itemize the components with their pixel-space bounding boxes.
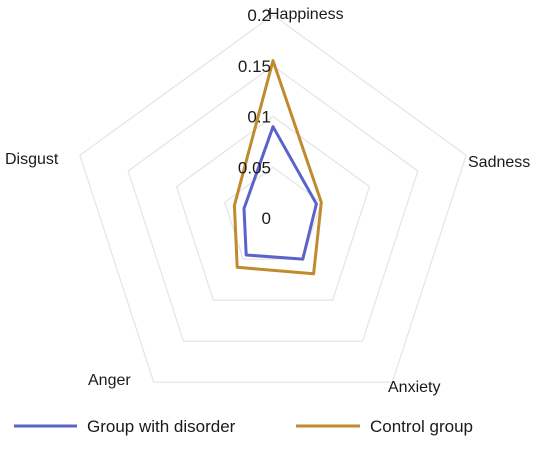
grid-ring-3 (127, 65, 419, 342)
series-group-with-disorder-polygon (242, 125, 318, 261)
legend: Group with disorder Control group (14, 417, 473, 436)
category-label-disgust: Disgust (5, 151, 59, 168)
radar-series (232, 59, 323, 276)
category-label-sadness: Sadness (468, 154, 530, 171)
series-control-group-polygon (232, 59, 323, 276)
radial-tick-label-4: 0.2 (247, 6, 271, 25)
radial-tick-labels: 0 0.05 0.1 0.15 0.2 (238, 6, 271, 228)
radar-grid (79, 14, 467, 383)
radial-tick-label-2: 0.1 (247, 108, 271, 127)
radial-tick-label-1: 0.05 (238, 158, 271, 177)
radial-tick-label-0: 0 (262, 209, 271, 228)
grid-ring-2 (175, 115, 371, 301)
category-label-anxiety: Anxiety (388, 379, 440, 396)
grid-ring-4 (79, 14, 467, 383)
legend-label-control-group: Control group (370, 417, 473, 436)
legend-label-group-with-disorder: Group with disorder (87, 417, 236, 436)
category-labels: Happiness Sadness Anxiety Anger Disgust (5, 6, 530, 396)
category-label-happiness: Happiness (268, 6, 344, 23)
category-label-anger: Anger (88, 372, 131, 389)
radial-tick-label-3: 0.15 (238, 57, 271, 76)
